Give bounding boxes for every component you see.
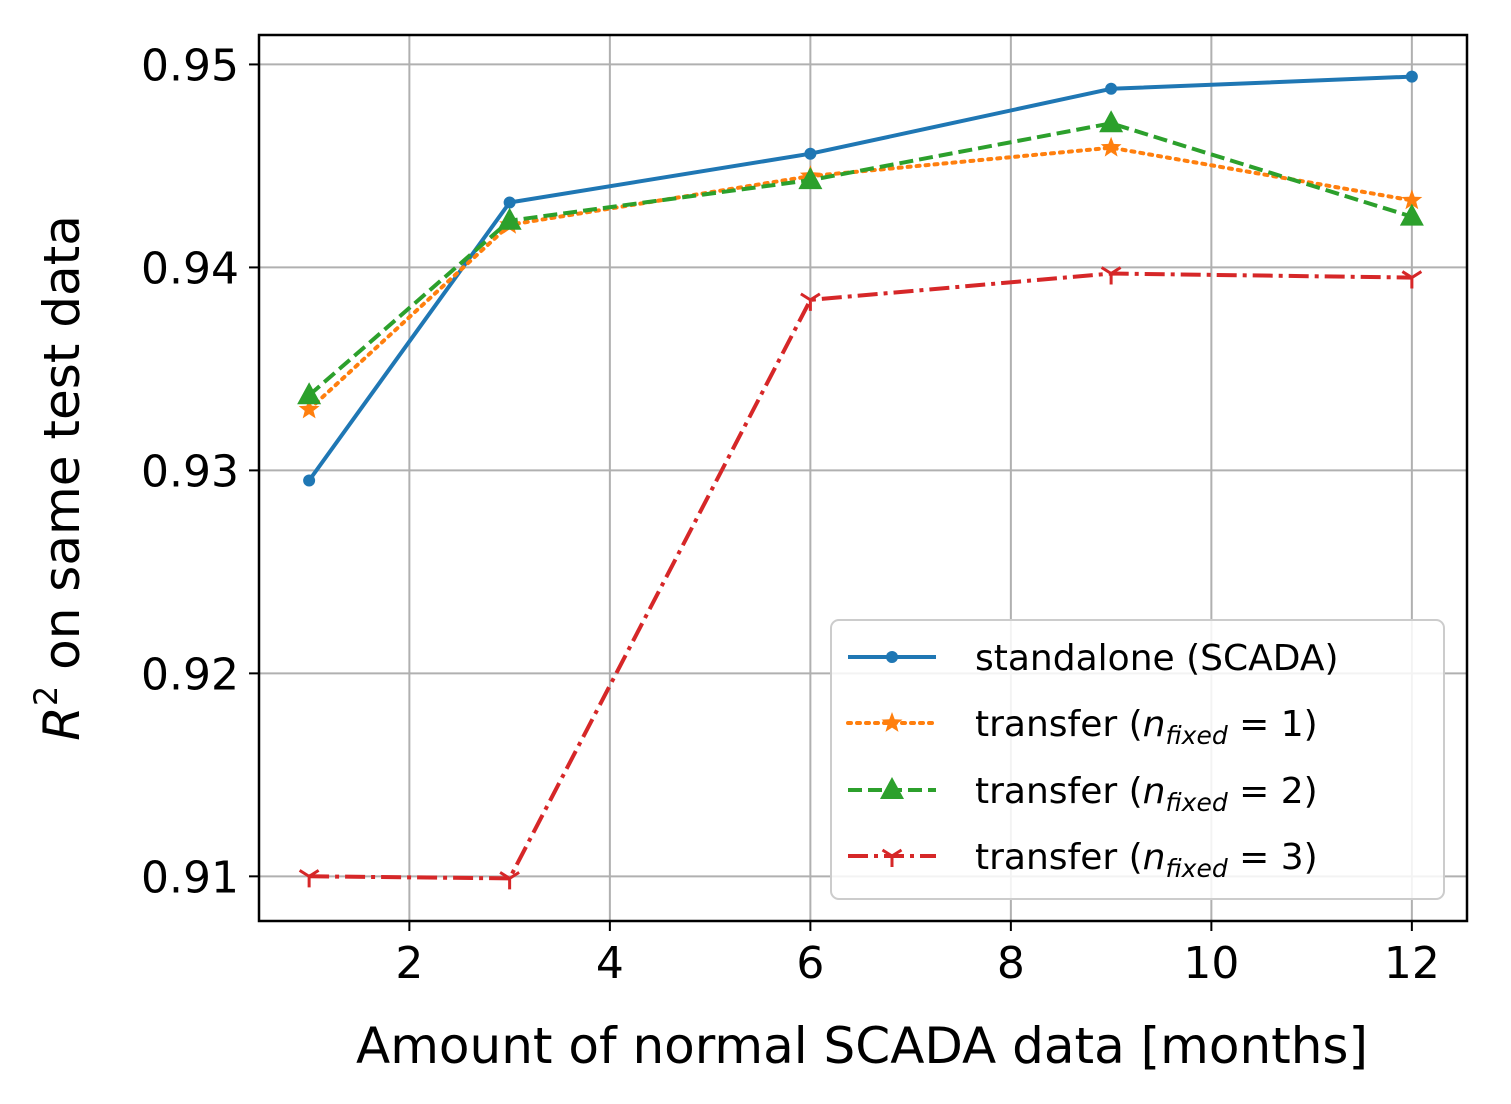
y-axis-label: R2 on same test data bbox=[27, 215, 91, 741]
data-point bbox=[1100, 266, 1122, 285]
legend-box bbox=[830, 619, 1445, 900]
legend-marker bbox=[886, 651, 898, 663]
data-point bbox=[798, 167, 823, 190]
legend-entries: standalone (SCADA)transfer (nfixed = 1)t… bbox=[846, 638, 1339, 883]
legend-label-math: n bbox=[1143, 771, 1166, 812]
legend-entry-4: transfer (nfixed = 3) bbox=[848, 837, 1318, 883]
data-point bbox=[1399, 203, 1424, 226]
data-point bbox=[1100, 136, 1122, 157]
data-point bbox=[298, 869, 320, 888]
series-4 bbox=[298, 266, 1423, 890]
y-tick-label: 0.93 bbox=[141, 446, 239, 497]
legend-marker bbox=[881, 848, 903, 867]
y-axis-label-base: R bbox=[33, 706, 91, 741]
legend-label-main: transfer ( bbox=[975, 837, 1143, 878]
x-tick-label: 4 bbox=[596, 938, 624, 989]
y-tick-label: 0.94 bbox=[141, 243, 239, 294]
legend-label-main: transfer ( bbox=[975, 704, 1143, 745]
series-3 bbox=[297, 110, 1424, 405]
legend-label: standalone (SCADA) bbox=[975, 638, 1339, 679]
data-point bbox=[298, 398, 320, 419]
ticks: 2 4 6 8 10 12 0.91 0.92 0.93 0.94 0.95 bbox=[141, 40, 1440, 989]
x-tick-label: 10 bbox=[1183, 938, 1239, 989]
legend-marker bbox=[881, 712, 903, 732]
x-axis-label: Amount of normal SCADA data [months] bbox=[356, 1017, 1368, 1075]
data-point bbox=[499, 871, 520, 890]
x-tick-label: 8 bbox=[997, 938, 1025, 989]
legend-label-eq: = 2) bbox=[1228, 771, 1318, 812]
series-layer bbox=[297, 70, 1424, 890]
data-point bbox=[503, 196, 516, 209]
legend-label-sub: fixed bbox=[1166, 788, 1228, 817]
legend-label-math: n bbox=[1143, 837, 1166, 878]
legend-entry-1: standalone (SCADA) bbox=[848, 638, 1339, 679]
data-point bbox=[800, 292, 821, 311]
x-tick-label: 2 bbox=[395, 938, 423, 989]
plot-frame bbox=[257, 33, 1469, 923]
legend-label-sub: fixed bbox=[1166, 721, 1228, 750]
y-axis-label-rest: on same test data bbox=[33, 215, 91, 686]
legend-label: transfer (nfixed = 2) bbox=[975, 771, 1318, 817]
legend-label-sub: fixed bbox=[1166, 854, 1228, 883]
legend-label-eq: = 3) bbox=[1228, 837, 1318, 878]
data-point bbox=[497, 207, 522, 230]
legend-label-eq: = 1) bbox=[1228, 704, 1318, 745]
data-point bbox=[297, 382, 322, 405]
x-tick-label: 12 bbox=[1384, 938, 1440, 989]
data-point bbox=[804, 147, 817, 160]
data-point bbox=[1099, 110, 1124, 133]
legend-label-main: standalone (SCADA) bbox=[975, 638, 1339, 679]
legend-entry-2: transfer (nfixed = 1) bbox=[846, 704, 1318, 750]
data-point bbox=[303, 474, 316, 487]
y-axis-label-sup: 2 bbox=[27, 686, 65, 706]
legend-label: transfer (nfixed = 3) bbox=[975, 837, 1318, 883]
legend: standalone (SCADA)transfer (nfixed = 1)t… bbox=[830, 619, 1445, 900]
legend-label-main: transfer ( bbox=[975, 771, 1143, 812]
data-point bbox=[1405, 70, 1418, 83]
data-point bbox=[1401, 189, 1423, 210]
data-point bbox=[1401, 270, 1423, 289]
legend-label: transfer (nfixed = 1) bbox=[975, 704, 1318, 750]
y-tick-label: 0.95 bbox=[141, 40, 239, 91]
legend-marker bbox=[880, 777, 904, 799]
x-tick-label: 6 bbox=[796, 938, 824, 989]
series-1 bbox=[303, 70, 1418, 487]
legend-entry-3: transfer (nfixed = 2) bbox=[848, 771, 1318, 817]
data-point bbox=[1105, 82, 1118, 95]
legend-label-math: n bbox=[1143, 704, 1166, 745]
y-tick-label: 0.92 bbox=[141, 649, 239, 700]
y-tick-label: 0.91 bbox=[141, 852, 239, 903]
